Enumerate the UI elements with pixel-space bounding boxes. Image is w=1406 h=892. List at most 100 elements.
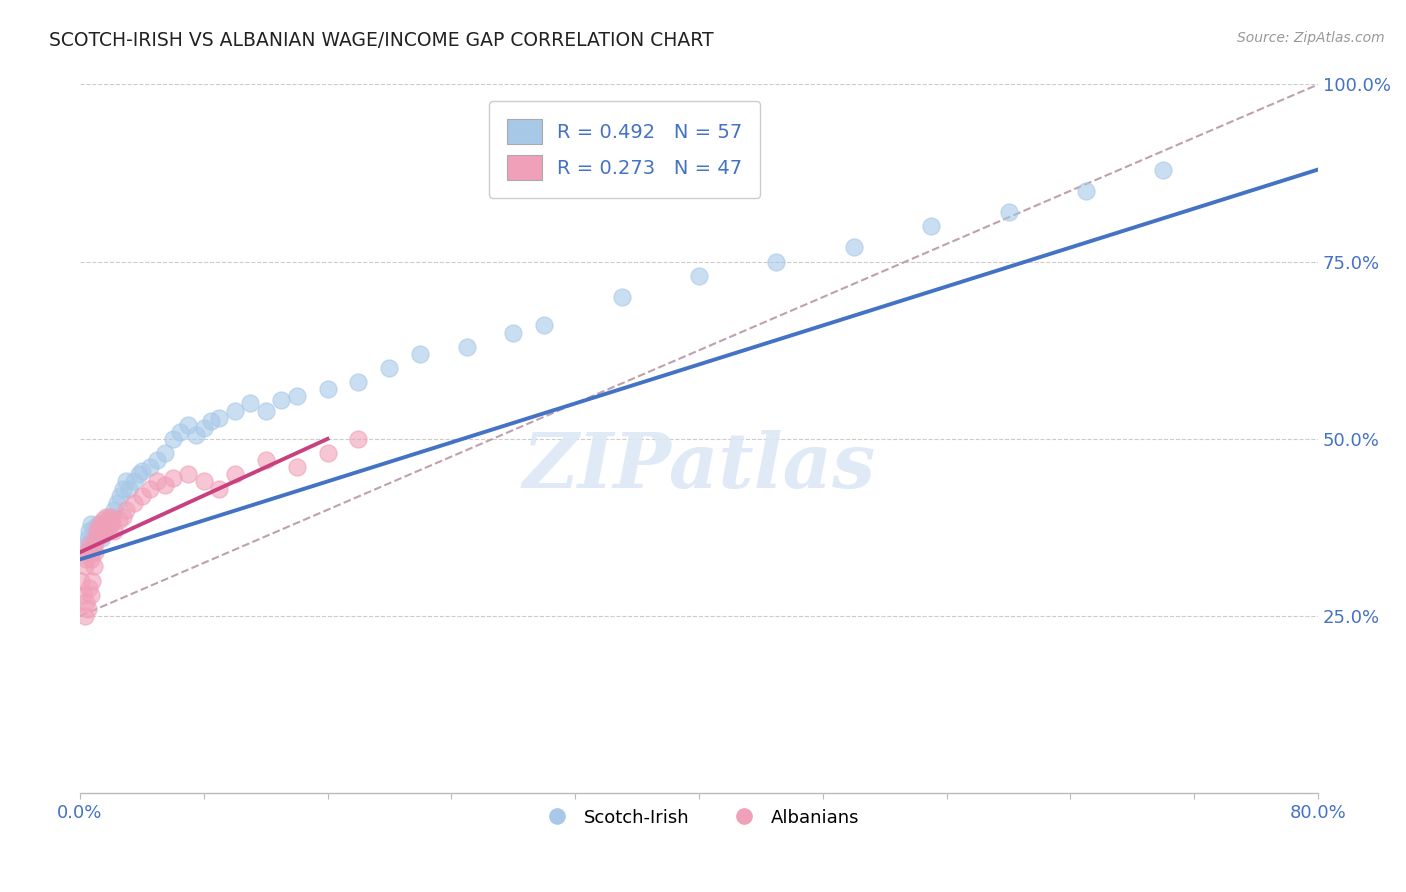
Point [112,482,135,496]
Point [84,545,107,559]
Point [90,527,112,541]
Point [83,538,105,552]
Point [86,527,108,541]
Point [193,475,215,489]
Point [316,446,339,460]
Point [87,516,110,531]
Point [153,446,176,460]
Point [162,471,184,485]
Point [91,513,114,527]
Point [97,513,120,527]
Point [103,524,125,538]
Point [76,545,98,559]
Point [842,240,865,254]
Point [100,516,122,531]
Point [146,475,169,489]
Legend: Scotch-Irish, Albanians: Scotch-Irish, Albanians [531,802,866,834]
Text: SCOTCH-IRISH VS ALBANIAN WAGE/INCOME GAP CORRELATION CHART: SCOTCH-IRISH VS ALBANIAN WAGE/INCOME GAP… [49,31,714,50]
Point [89,516,111,531]
Point [153,478,176,492]
Point [208,410,231,425]
Point [254,403,277,417]
Point [77,524,100,538]
Point [610,290,633,304]
Point [138,460,160,475]
Point [96,509,118,524]
Point [100,509,122,524]
Point [82,531,104,545]
Point [89,524,111,538]
Point [128,467,150,482]
Point [997,205,1019,219]
Point [75,545,97,559]
Point [688,268,710,283]
Point [84,531,107,545]
Point [347,375,370,389]
Point [765,254,787,268]
Point [378,361,401,376]
Point [502,326,524,340]
Point [80,516,103,531]
Point [1074,184,1097,198]
Point [82,574,104,588]
Point [115,503,138,517]
Point [76,531,98,545]
Point [73,559,96,574]
Point [131,489,153,503]
Point [77,581,100,595]
Point [131,464,153,478]
Point [93,524,115,538]
Point [122,475,145,489]
Point [112,509,135,524]
Text: ZIPatlas: ZIPatlas [523,430,876,504]
Point [77,538,100,552]
Point [101,513,124,527]
Point [138,482,160,496]
Point [72,588,94,602]
Point [73,609,96,624]
Point [347,432,370,446]
Point [90,531,112,545]
Point [177,467,200,482]
Point [533,318,555,333]
Point [83,520,105,534]
Point [118,482,141,496]
Point [270,392,292,407]
Point [920,219,942,234]
Point [105,496,128,510]
Point [316,382,339,396]
Point [96,520,118,534]
Point [87,520,110,534]
Point [80,588,103,602]
Point [1152,162,1174,177]
Point [91,524,114,538]
Point [456,340,478,354]
Point [224,467,246,482]
Point [115,475,138,489]
Point [184,428,207,442]
Point [239,396,262,410]
Point [208,482,231,496]
Point [169,425,191,439]
Point [98,509,121,524]
Point [93,516,115,531]
Point [82,545,104,559]
Point [177,417,200,432]
Point [409,347,432,361]
Point [75,595,97,609]
Point [193,421,215,435]
Point [86,524,108,538]
Point [200,414,222,428]
Point [73,538,96,552]
Point [97,516,120,531]
Text: Source: ZipAtlas.com: Source: ZipAtlas.com [1237,31,1385,45]
Point [285,389,308,403]
Point [83,559,105,574]
Point [107,513,129,527]
Point [254,453,277,467]
Point [224,403,246,417]
Point [103,503,125,517]
Point [285,460,308,475]
Point [84,534,107,549]
Point [76,602,98,616]
